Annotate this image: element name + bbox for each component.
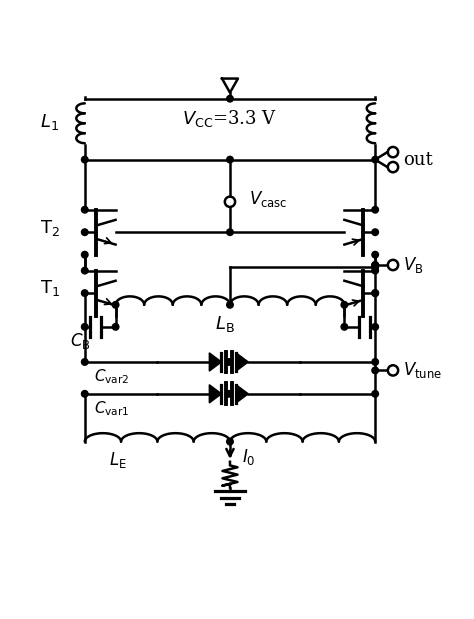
Circle shape xyxy=(82,229,88,235)
Circle shape xyxy=(372,290,378,297)
Polygon shape xyxy=(210,353,221,371)
Circle shape xyxy=(82,157,88,163)
Circle shape xyxy=(372,324,378,330)
Text: $L_{1}$: $L_{1}$ xyxy=(40,112,59,132)
Text: $C_{\mathrm{var2}}$: $C_{\mathrm{var2}}$ xyxy=(94,368,130,386)
Circle shape xyxy=(82,358,88,365)
Circle shape xyxy=(225,197,235,207)
Polygon shape xyxy=(236,384,248,403)
Circle shape xyxy=(227,157,233,163)
Text: $C_{\mathrm{var1}}$: $C_{\mathrm{var1}}$ xyxy=(94,399,130,418)
Circle shape xyxy=(226,391,232,397)
Text: $C_{\mathrm{B}}$: $C_{\mathrm{B}}$ xyxy=(70,331,91,351)
Circle shape xyxy=(372,157,378,163)
Circle shape xyxy=(388,365,398,376)
Circle shape xyxy=(82,207,88,213)
Circle shape xyxy=(388,147,398,157)
Text: $V_{\mathrm{CC}}$=3.3 V: $V_{\mathrm{CC}}$=3.3 V xyxy=(182,108,277,129)
Text: $V_{\mathrm{casc}}$: $V_{\mathrm{casc}}$ xyxy=(249,189,287,209)
Circle shape xyxy=(372,367,378,374)
Circle shape xyxy=(372,267,378,274)
Circle shape xyxy=(227,301,233,308)
Text: $\mathrm{T}_{1}$: $\mathrm{T}_{1}$ xyxy=(40,279,60,298)
Circle shape xyxy=(82,251,88,258)
Circle shape xyxy=(372,251,378,258)
Circle shape xyxy=(341,301,347,308)
Polygon shape xyxy=(210,384,221,403)
Circle shape xyxy=(372,391,378,397)
Circle shape xyxy=(82,267,88,274)
Circle shape xyxy=(82,391,88,397)
Text: $V_{\mathrm{B}}$: $V_{\mathrm{B}}$ xyxy=(403,255,424,275)
Circle shape xyxy=(372,262,378,268)
Polygon shape xyxy=(236,353,248,371)
Text: $L_{\mathrm{B}}$: $L_{\mathrm{B}}$ xyxy=(215,314,235,334)
Circle shape xyxy=(341,324,347,330)
Circle shape xyxy=(372,229,378,235)
Text: $V_{\mathrm{tune}}$: $V_{\mathrm{tune}}$ xyxy=(403,360,443,381)
Circle shape xyxy=(372,207,378,213)
Circle shape xyxy=(372,262,378,268)
Circle shape xyxy=(112,324,119,330)
Circle shape xyxy=(388,260,398,270)
Circle shape xyxy=(226,358,232,365)
Circle shape xyxy=(372,264,378,271)
Circle shape xyxy=(112,301,119,308)
Circle shape xyxy=(227,438,233,445)
Circle shape xyxy=(82,324,88,330)
Text: $L_{\mathrm{E}}$: $L_{\mathrm{E}}$ xyxy=(109,451,127,470)
Circle shape xyxy=(372,290,378,297)
Circle shape xyxy=(227,95,233,102)
Circle shape xyxy=(372,358,378,365)
Circle shape xyxy=(227,229,233,235)
Text: out: out xyxy=(403,150,433,168)
Circle shape xyxy=(388,162,398,172)
Text: $\mathrm{T}_{2}$: $\mathrm{T}_{2}$ xyxy=(40,217,60,238)
Text: $I_{0}$: $I_{0}$ xyxy=(242,447,255,467)
Circle shape xyxy=(82,290,88,297)
